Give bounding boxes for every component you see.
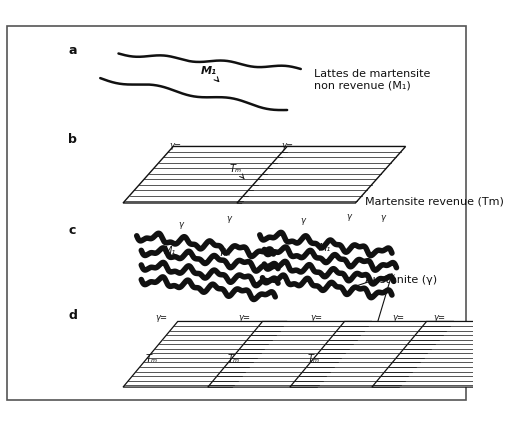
Text: γ: γ bbox=[380, 213, 385, 222]
Text: Austénite (γ): Austénite (γ) bbox=[364, 274, 436, 285]
Text: Lattes de martensite
non revenue (M₁): Lattes de martensite non revenue (M₁) bbox=[315, 69, 431, 91]
Text: M₁: M₁ bbox=[164, 246, 176, 256]
Text: γ=: γ= bbox=[433, 313, 445, 322]
Text: Tₘ: Tₘ bbox=[308, 354, 320, 363]
Text: γ: γ bbox=[179, 220, 184, 229]
Text: γ=: γ= bbox=[281, 141, 293, 150]
Text: Martensite revenue (Tm): Martensite revenue (Tm) bbox=[364, 196, 503, 207]
Polygon shape bbox=[208, 322, 372, 387]
Text: Tₘ: Tₘ bbox=[230, 164, 244, 179]
Text: γ: γ bbox=[301, 216, 306, 225]
Polygon shape bbox=[372, 322, 519, 387]
Text: γ: γ bbox=[346, 213, 351, 222]
Text: γ=: γ= bbox=[310, 313, 322, 322]
Text: Tₘ: Tₘ bbox=[228, 354, 240, 363]
Text: M₁: M₁ bbox=[319, 243, 331, 253]
Text: c: c bbox=[69, 224, 76, 237]
Polygon shape bbox=[123, 322, 287, 387]
Text: γ=: γ= bbox=[392, 313, 404, 322]
Text: d: d bbox=[69, 309, 77, 322]
Polygon shape bbox=[290, 322, 454, 387]
Text: γ=: γ= bbox=[155, 313, 167, 322]
Text: a: a bbox=[69, 44, 77, 58]
Text: γ=: γ= bbox=[169, 141, 181, 150]
Polygon shape bbox=[123, 147, 292, 203]
Text: Tₘ: Tₘ bbox=[218, 248, 231, 258]
Text: γ: γ bbox=[226, 214, 231, 223]
Text: b: b bbox=[69, 133, 77, 146]
Text: γ=: γ= bbox=[239, 313, 251, 322]
Text: Tₘ: Tₘ bbox=[146, 354, 158, 363]
Polygon shape bbox=[237, 147, 406, 203]
Text: M₁: M₁ bbox=[200, 66, 218, 81]
